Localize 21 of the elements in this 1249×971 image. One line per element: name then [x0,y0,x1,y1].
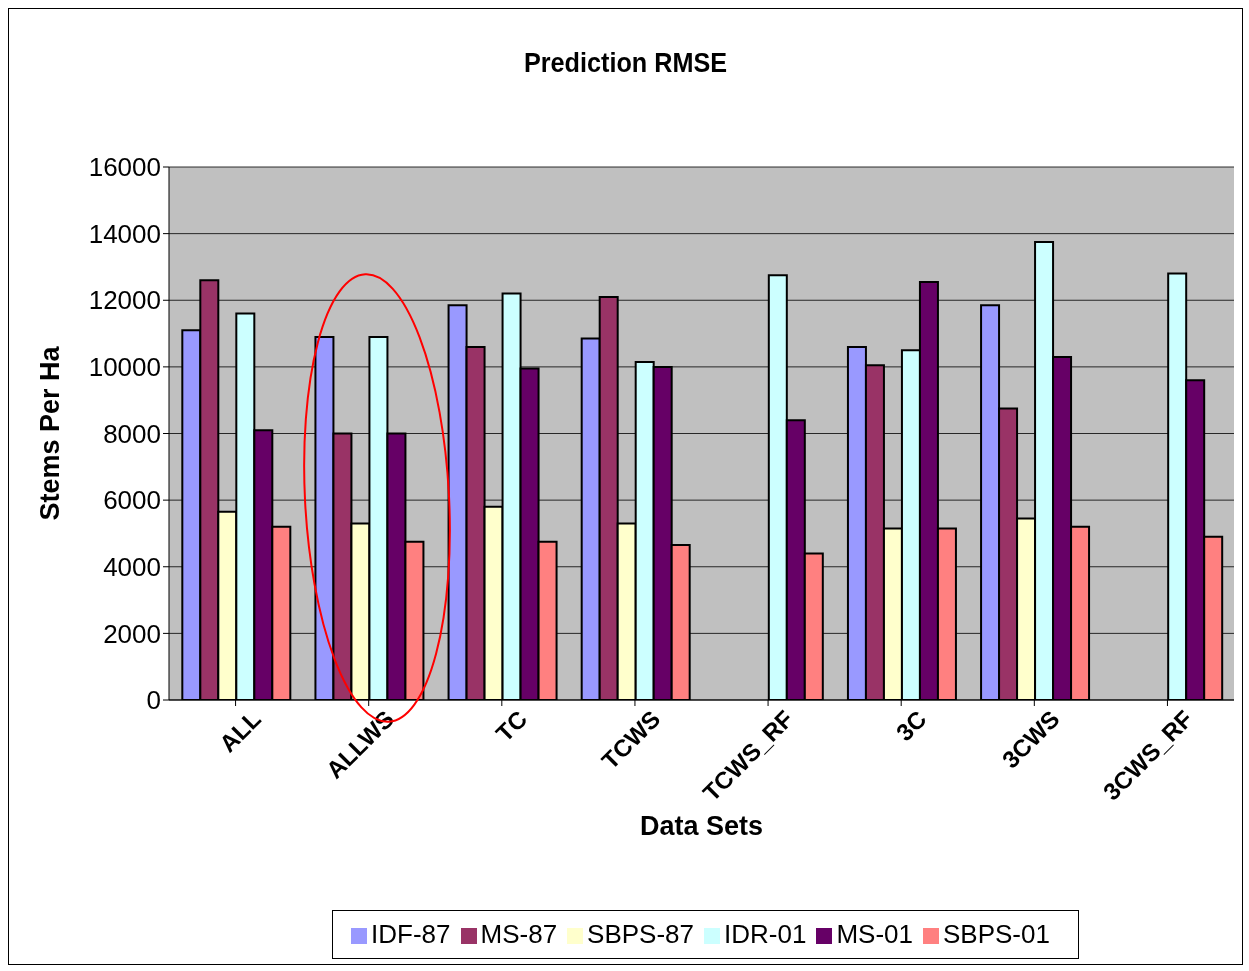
legend-label: MS-87 [480,919,558,949]
x-tick-label: ALL [213,705,266,758]
y-axis-title: Stems Per Ha [34,345,65,521]
x-tick-label: TC [490,705,533,747]
y-tick-label: 14000 [88,218,161,249]
y-tick-label: 8000 [103,418,161,449]
x-tick-label: 3C [890,705,932,746]
x-axis-title: Data Sets [639,811,764,841]
legend-label: IDF-87 [371,919,451,949]
legend-label: MS-01 [836,919,913,949]
legend-label: SBPS-87 [587,919,695,949]
y-tick-label: 2000 [103,618,161,649]
y-tick-label: 6000 [103,485,161,516]
y-tick-label: 16000 [88,152,161,183]
chart-title: Prediction RMSE [523,47,728,79]
y-tick-label: 4000 [103,551,161,582]
legend-label: IDR-01 [724,919,807,949]
y-tick-label: 0 [146,685,161,716]
legend-label: SBPS-01 [942,919,1050,949]
y-tick-label: 10000 [88,352,161,383]
y-tick-label: 12000 [88,285,161,316]
